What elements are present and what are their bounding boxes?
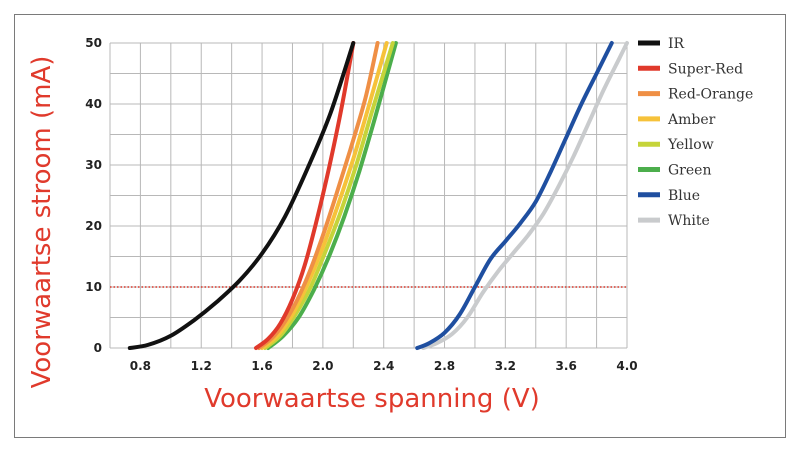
y-tick-label: 10 <box>85 280 102 294</box>
x-tick-label: 4.0 <box>616 359 637 373</box>
x-axis-title: Voorwaartse spanning (V) <box>204 384 540 414</box>
x-tick-label: 3.2 <box>495 359 516 373</box>
series-line-red-orange <box>257 41 380 350</box>
series-line-white <box>421 41 629 350</box>
y-tick-label: 50 <box>85 36 102 50</box>
x-tick-label: 0.8 <box>130 359 151 373</box>
legend-label: Blue <box>668 188 700 204</box>
y-tick-label: 40 <box>85 97 102 111</box>
legend-label: Red-Orange <box>668 87 753 103</box>
grid <box>109 42 628 349</box>
x-tick-label: 1.2 <box>191 359 212 373</box>
series-line-green <box>266 41 398 350</box>
legend-item-yellow: Yellow <box>638 137 714 153</box>
legend-item-amber: Amber <box>638 112 716 128</box>
series-line-amber <box>260 41 389 350</box>
x-tick-label: 1.6 <box>251 359 272 373</box>
y-tick-label: 20 <box>85 219 102 233</box>
legend-label: White <box>668 213 710 229</box>
series-line-ir <box>127 41 356 350</box>
series-line-yellow <box>263 41 395 350</box>
legend-item-red-orange: Red-Orange <box>638 87 753 103</box>
legend-item-ir: IR <box>638 36 685 52</box>
y-tick-label: 0 <box>94 341 102 355</box>
legend-item-white: White <box>638 213 710 229</box>
series-line-blue <box>415 41 614 350</box>
series-line-super-red <box>254 41 356 350</box>
legend: IR Super-Red Red-Orange Amber Yellow Green Blu… <box>638 36 753 229</box>
legend-item-green: Green <box>638 163 711 179</box>
x-tick-labels: 0.8 1.2 1.6 2.0 2.4 2.8 3.2 3.6 4.0 <box>130 359 638 373</box>
x-tick-label: 2.4 <box>373 359 394 373</box>
x-tick-label: 2.8 <box>434 359 455 373</box>
legend-label: Green <box>668 163 711 179</box>
y-tick-label: 30 <box>85 158 102 172</box>
legend-item-blue: Blue <box>638 188 700 204</box>
y-axis-title: Voorwaartse stroom (mA) <box>27 56 57 389</box>
chart-frame <box>14 14 786 438</box>
legend-item-super-red: Super-Red <box>638 61 743 77</box>
legend-label: Amber <box>667 112 716 128</box>
series-layer <box>127 41 629 350</box>
y-tick-labels: 0 10 20 30 40 50 <box>85 36 102 355</box>
legend-label: Super-Red <box>668 61 743 77</box>
legend-label: Yellow <box>667 137 714 153</box>
x-tick-label: 2.0 <box>312 359 333 373</box>
legend-label: IR <box>668 36 685 52</box>
x-tick-label: 3.6 <box>556 359 577 373</box>
